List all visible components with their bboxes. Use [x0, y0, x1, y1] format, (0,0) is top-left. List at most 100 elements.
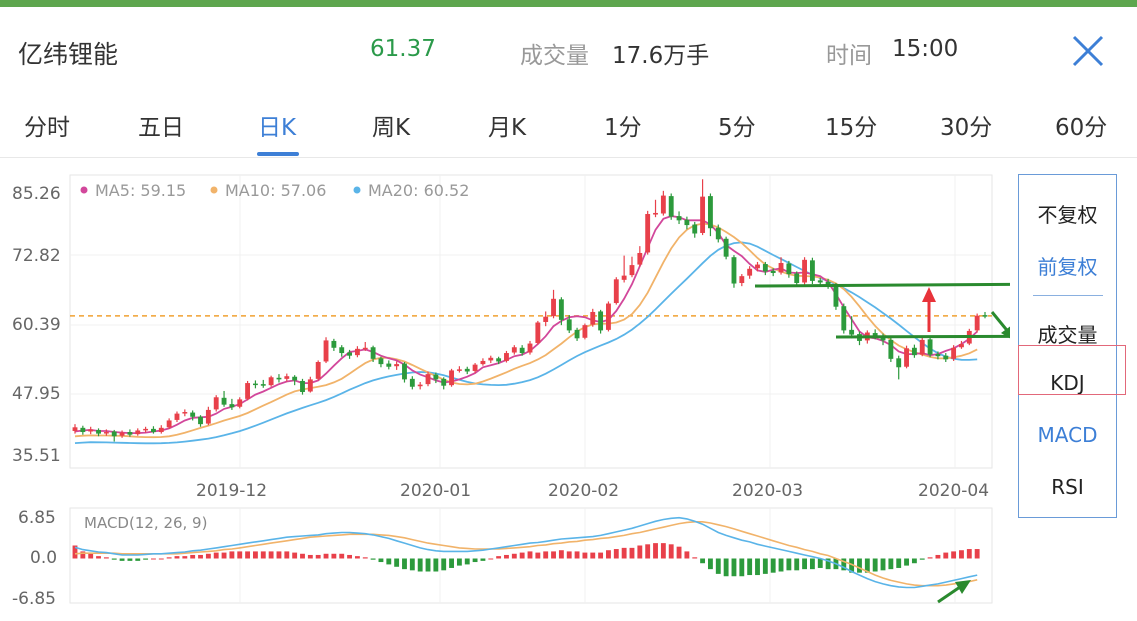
- macd-histogram-bar: [857, 558, 862, 573]
- macd-histogram-bar: [519, 552, 525, 559]
- candle-body: [645, 214, 651, 253]
- tab-five-day[interactable]: 五日: [138, 115, 184, 141]
- macd-histogram-bar: [558, 550, 564, 559]
- macd-histogram-bar: [480, 558, 486, 561]
- candle-body: [213, 397, 219, 410]
- candle-body: [700, 196, 706, 233]
- tab-15min[interactable]: 15分: [825, 115, 878, 141]
- candle-body: [598, 311, 604, 331]
- macd-histogram-bar: [637, 545, 643, 559]
- volume-indicator-option[interactable]: 成交量: [1037, 323, 1098, 347]
- candle-body: [174, 413, 180, 420]
- macd-histogram-bar: [386, 558, 392, 565]
- tab-monthly-k[interactable]: 月K: [488, 115, 527, 141]
- tab-intraday[interactable]: 分时: [24, 115, 70, 141]
- macd-histogram-bar: [182, 556, 188, 559]
- period-tabs: 分时 五日 日K 周K 月K 1分 5分 15分 30分 60分: [0, 98, 1137, 158]
- candle-body: [888, 339, 894, 359]
- macd-histogram-bar: [402, 558, 407, 570]
- candle-body: [951, 347, 957, 359]
- candle-body: [613, 279, 619, 304]
- annotation-arrowhead: [955, 580, 971, 594]
- candle-body: [268, 377, 274, 386]
- ma5-line: [74, 215, 978, 434]
- macd-histogram-bar: [566, 551, 572, 559]
- candle-body: [621, 275, 627, 280]
- macd-histogram-bar: [190, 554, 196, 559]
- candle-body: [770, 270, 776, 273]
- no-adjust-option[interactable]: 不复权: [1037, 203, 1098, 227]
- candle-body: [127, 432, 133, 435]
- candle-body: [190, 412, 196, 417]
- macd-histogram-bar: [927, 557, 933, 559]
- top-accent-bar: [0, 0, 1137, 7]
- forward-adjust-option[interactable]: 前复权: [1037, 255, 1098, 279]
- macd-histogram-bar: [300, 553, 305, 559]
- candle-body: [433, 374, 439, 380]
- candle-body: [590, 311, 596, 325]
- candle-body: [927, 339, 933, 355]
- kdj-indicator-option[interactable]: KDJ: [1050, 371, 1085, 395]
- macd-histogram-bar: [456, 558, 462, 566]
- macd-histogram-bar: [700, 558, 706, 564]
- close-button[interactable]: [1068, 31, 1108, 71]
- tab-daily-k[interactable]: 日K: [258, 115, 297, 141]
- macd-histogram-bar: [849, 558, 855, 573]
- candle-body: [221, 397, 227, 405]
- candle-body: [354, 348, 360, 356]
- candle-body: [276, 377, 282, 380]
- macd-histogram-bar: [653, 543, 658, 559]
- legend-ma5: MA5: 59.15: [95, 181, 186, 200]
- macd-histogram-bar: [441, 558, 447, 571]
- tab-5min[interactable]: 5分: [718, 115, 756, 141]
- macd-histogram-bar: [943, 552, 949, 559]
- candle-body: [472, 364, 478, 371]
- tab-60min[interactable]: 60分: [1055, 115, 1108, 141]
- current-price: 61.37: [370, 36, 436, 62]
- annotation-arrow-bottom: [835, 334, 1010, 339]
- hand-drawn-annotations: [754, 282, 1010, 604]
- macd-histogram-bar: [229, 551, 235, 559]
- time-value: 15:00: [892, 36, 959, 62]
- macd-histogram-bar: [111, 558, 117, 560]
- candle-body: [292, 376, 298, 381]
- macd-histogram-bar: [590, 552, 596, 559]
- macd-histogram-bar: [331, 553, 337, 559]
- candle-body: [496, 358, 502, 362]
- macd-histogram-bar: [252, 551, 258, 559]
- candle-body: [527, 343, 533, 353]
- macd-histogram-bar: [80, 551, 86, 559]
- macd-histogram-bar: [684, 551, 690, 559]
- macd-histogram-bar: [417, 558, 423, 572]
- x-tick-label: 2020-01: [400, 481, 471, 501]
- candle-body: [96, 429, 101, 434]
- macd-y-tick: 0.0: [30, 548, 57, 568]
- y-tick-label: 72.82: [12, 246, 61, 266]
- y-tick-label: 85.26: [12, 184, 61, 204]
- candle-body: [817, 280, 823, 283]
- tab-weekly-k[interactable]: 周K: [372, 115, 411, 141]
- candle-body: [307, 379, 313, 392]
- macd-histogram-bar: [966, 549, 972, 559]
- candle-body: [582, 325, 588, 338]
- macd-histogram-bar: [472, 558, 478, 563]
- macd-histogram-bar: [425, 558, 431, 572]
- macd-histogram-bar: [904, 558, 909, 566]
- macd-histogram-bar: [786, 558, 792, 571]
- macd-dea-line: [74, 521, 978, 587]
- macd-histogram-bar: [692, 557, 698, 559]
- tab-1min[interactable]: 1分: [604, 115, 642, 141]
- tab-30min[interactable]: 30分: [940, 115, 993, 141]
- candle-body: [362, 347, 368, 350]
- macd-histogram-bar: [72, 545, 78, 559]
- macd-histogram-bar: [127, 558, 133, 561]
- macd-histogram-bar: [496, 556, 502, 559]
- macd-histogram-bar: [598, 552, 604, 559]
- rsi-indicator-option[interactable]: RSI: [1051, 475, 1084, 499]
- macd-histogram-bar: [213, 552, 219, 559]
- macd-indicator-option[interactable]: MACD: [1037, 423, 1098, 447]
- macd-histogram-bar: [488, 558, 494, 560]
- macd-histogram-bar: [841, 558, 847, 571]
- candle-body: [135, 430, 141, 435]
- macd-histogram-bar: [747, 558, 753, 576]
